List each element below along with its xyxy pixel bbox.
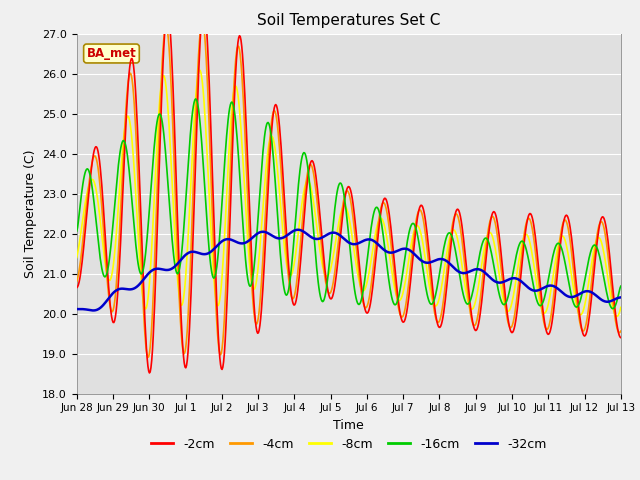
Y-axis label: Soil Temperature (C): Soil Temperature (C) xyxy=(24,149,36,278)
Title: Soil Temperatures Set C: Soil Temperatures Set C xyxy=(257,13,440,28)
Legend: -2cm, -4cm, -8cm, -16cm, -32cm: -2cm, -4cm, -8cm, -16cm, -32cm xyxy=(146,433,552,456)
Text: BA_met: BA_met xyxy=(86,47,136,60)
X-axis label: Time: Time xyxy=(333,419,364,432)
